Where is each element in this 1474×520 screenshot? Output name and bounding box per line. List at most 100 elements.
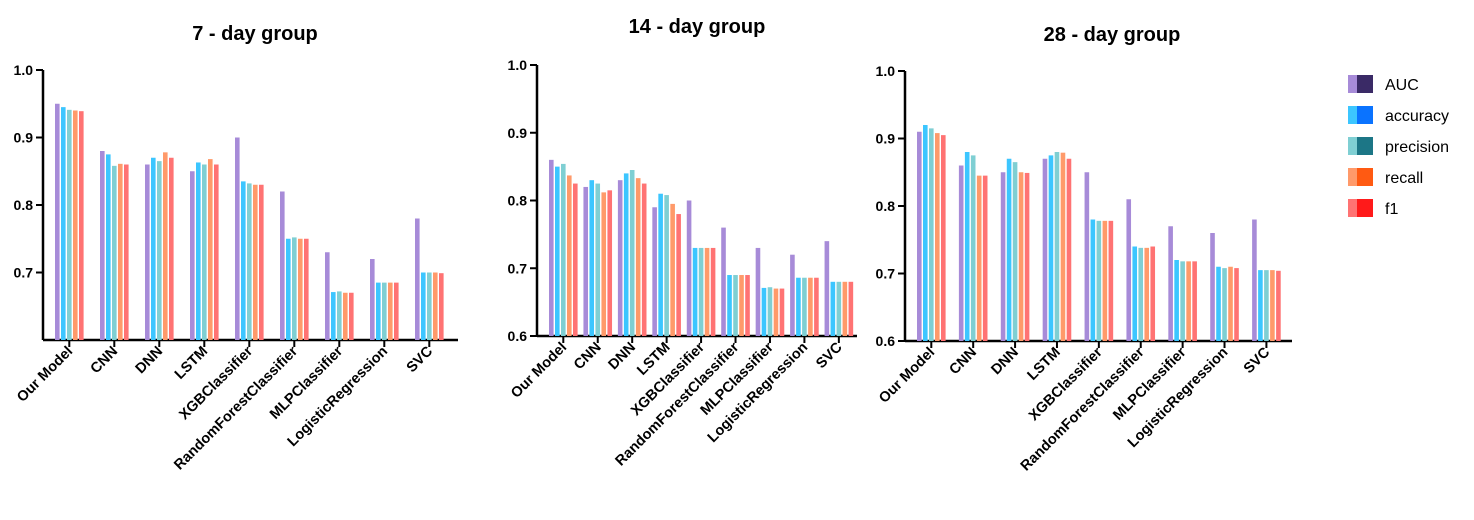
bar-accuracy-xgbclassifier [241, 181, 246, 340]
bar-f1-svc [439, 273, 444, 340]
bar-accuracy-our-model [923, 125, 928, 341]
x-tick-label: Our Model [14, 344, 76, 406]
y-tick-label: 0.8 [14, 197, 34, 213]
bar-f1-cnn [982, 175, 988, 341]
y-tick-label: 0.7 [14, 265, 34, 281]
bar-f1-randomforestclassifier [745, 275, 750, 336]
bar-auc-cnn [583, 186, 589, 336]
bar-precision-cnn [112, 165, 117, 340]
legend-item-precision: precision [1348, 137, 1449, 156]
bar-recall-mlpclassifier [343, 292, 348, 340]
bar-precision-svc [836, 281, 842, 336]
bar-accuracy-mlpclassifier [761, 287, 767, 336]
bar-auc-mlpclassifier [1168, 226, 1173, 341]
bar-accuracy-lstm [658, 193, 663, 336]
bar-accuracy-randomforestclassifier [727, 275, 732, 336]
bar-recall-xgbclassifier [253, 184, 258, 340]
bar-f1-logisticregression [1234, 268, 1239, 341]
bar-recall-cnn [601, 192, 607, 336]
bar-precision-lstm [1054, 152, 1060, 341]
legend-label: accuracy [1385, 108, 1449, 125]
bar-precision-our-model [929, 128, 934, 341]
x-tick-label: Our Model [508, 340, 570, 402]
chart-title: 7 - day group [192, 23, 318, 45]
bar-auc-svc [1252, 219, 1257, 341]
bar-f1-logisticregression [394, 282, 399, 340]
bar-accuracy-mlpclassifier [331, 292, 336, 340]
bar-precision-xgbclassifier [247, 183, 252, 340]
y-tick-label: 1.0 [876, 63, 896, 79]
bar-accuracy-lstm [1048, 155, 1054, 342]
bar-auc-randomforestclassifier [721, 227, 726, 336]
legend-swatch [1357, 199, 1373, 217]
x-tick-label: SVC [404, 343, 437, 376]
bar-accuracy-dnn [623, 173, 629, 336]
bar-recall-randomforestclassifier [739, 275, 744, 336]
bar-f1-xgbclassifier [710, 247, 716, 336]
x-tick-label: DNN [988, 345, 1022, 379]
bar-accuracy-xgbclassifier [1090, 219, 1096, 341]
bar-accuracy-logisticregression [1216, 266, 1221, 341]
y-tick-label: 0.8 [876, 198, 896, 214]
bar-recall-logisticregression [1228, 266, 1233, 341]
x-tick-label: MLPClassifier [1110, 344, 1189, 423]
bar-f1-lstm [676, 214, 681, 336]
legend-swatch [1357, 168, 1373, 186]
bar-recall-dnn [635, 178, 641, 336]
bar-auc-lstm [652, 207, 657, 336]
x-tick-label: XGBClassifier [1026, 344, 1106, 424]
bar-auc-logisticregression [1210, 233, 1215, 341]
legend-label: AUC [1385, 77, 1419, 94]
bar-auc-randomforestclassifier [280, 191, 285, 340]
bar-precision-cnn [970, 155, 976, 342]
bar-accuracy-cnn [964, 152, 970, 341]
bar-auc-xgbclassifier [686, 200, 692, 336]
bar-precision-dnn [157, 161, 162, 341]
bar-recall-dnn [163, 152, 168, 340]
y-tick-label: 1.0 [508, 57, 528, 73]
legend-swatch-light [1348, 137, 1357, 155]
bar-f1-svc [1276, 270, 1281, 341]
x-tick-label: DNN [133, 344, 167, 378]
bar-precision-logisticregression [382, 282, 387, 340]
bar-auc-logisticregression [370, 259, 375, 340]
legend-item-f1: f1 [1348, 199, 1398, 218]
bar-accuracy-logisticregression [796, 277, 801, 336]
bar-auc-our-model [917, 131, 922, 341]
legend-label: f1 [1385, 201, 1398, 218]
bar-auc-svc [824, 241, 830, 336]
bar-recall-dnn [1018, 172, 1024, 341]
y-tick-label: 0.9 [876, 131, 896, 147]
legend-label: recall [1385, 170, 1423, 187]
legend-item-accuracy: accuracy [1348, 106, 1449, 125]
bar-accuracy-svc [421, 272, 426, 340]
bar-recall-cnn [118, 163, 123, 340]
bar-recall-our-model [567, 175, 572, 336]
chart-title: 28 - day group [1044, 24, 1181, 46]
bar-f1-mlpclassifier [779, 288, 785, 336]
bar-precision-svc [427, 272, 432, 340]
bar-f1-dnn [641, 183, 647, 336]
bar-recall-our-model [73, 110, 78, 340]
bar-precision-lstm [202, 164, 207, 340]
bar-auc-dnn [1000, 172, 1006, 341]
legend-swatch-light [1348, 168, 1357, 186]
bar-accuracy-dnn [1006, 158, 1012, 341]
bar-precision-randomforestclassifier [733, 275, 738, 336]
y-tick-label: 0.7 [508, 260, 528, 276]
bar-auc-mlpclassifier [755, 247, 761, 336]
x-tick-label: CNN [946, 345, 980, 379]
bar-f1-mlpclassifier [349, 292, 354, 340]
bar-accuracy-svc [1258, 270, 1263, 342]
x-tick-label: Our Model [876, 345, 938, 407]
y-tick-label: 0.6 [508, 328, 528, 344]
y-tick-label: 0.8 [508, 193, 528, 209]
bar-auc-our-model [549, 159, 554, 336]
bar-accuracy-randomforestclassifier [286, 238, 291, 340]
bar-recall-logisticregression [388, 282, 393, 340]
x-tick-label: SVC [1241, 344, 1274, 377]
x-tick-label: CNN [571, 340, 605, 374]
bar-auc-lstm [190, 171, 195, 340]
bar-accuracy-mlpclassifier [1174, 260, 1179, 341]
bar-precision-mlpclassifier [767, 287, 773, 336]
